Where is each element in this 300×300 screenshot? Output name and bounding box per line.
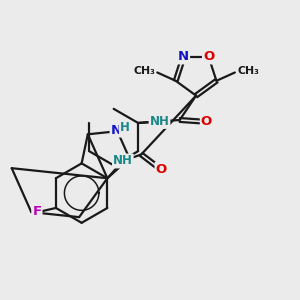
Text: NH: NH — [113, 154, 133, 167]
Text: N: N — [178, 50, 189, 63]
Text: H: H — [120, 121, 129, 134]
Text: N: N — [111, 124, 122, 136]
Text: O: O — [156, 163, 167, 176]
Text: NH: NH — [150, 115, 169, 128]
Text: CH₃: CH₃ — [237, 66, 259, 76]
Text: O: O — [201, 115, 212, 128]
Text: F: F — [32, 205, 41, 218]
Text: CH₃: CH₃ — [133, 66, 155, 76]
Text: O: O — [203, 50, 214, 63]
